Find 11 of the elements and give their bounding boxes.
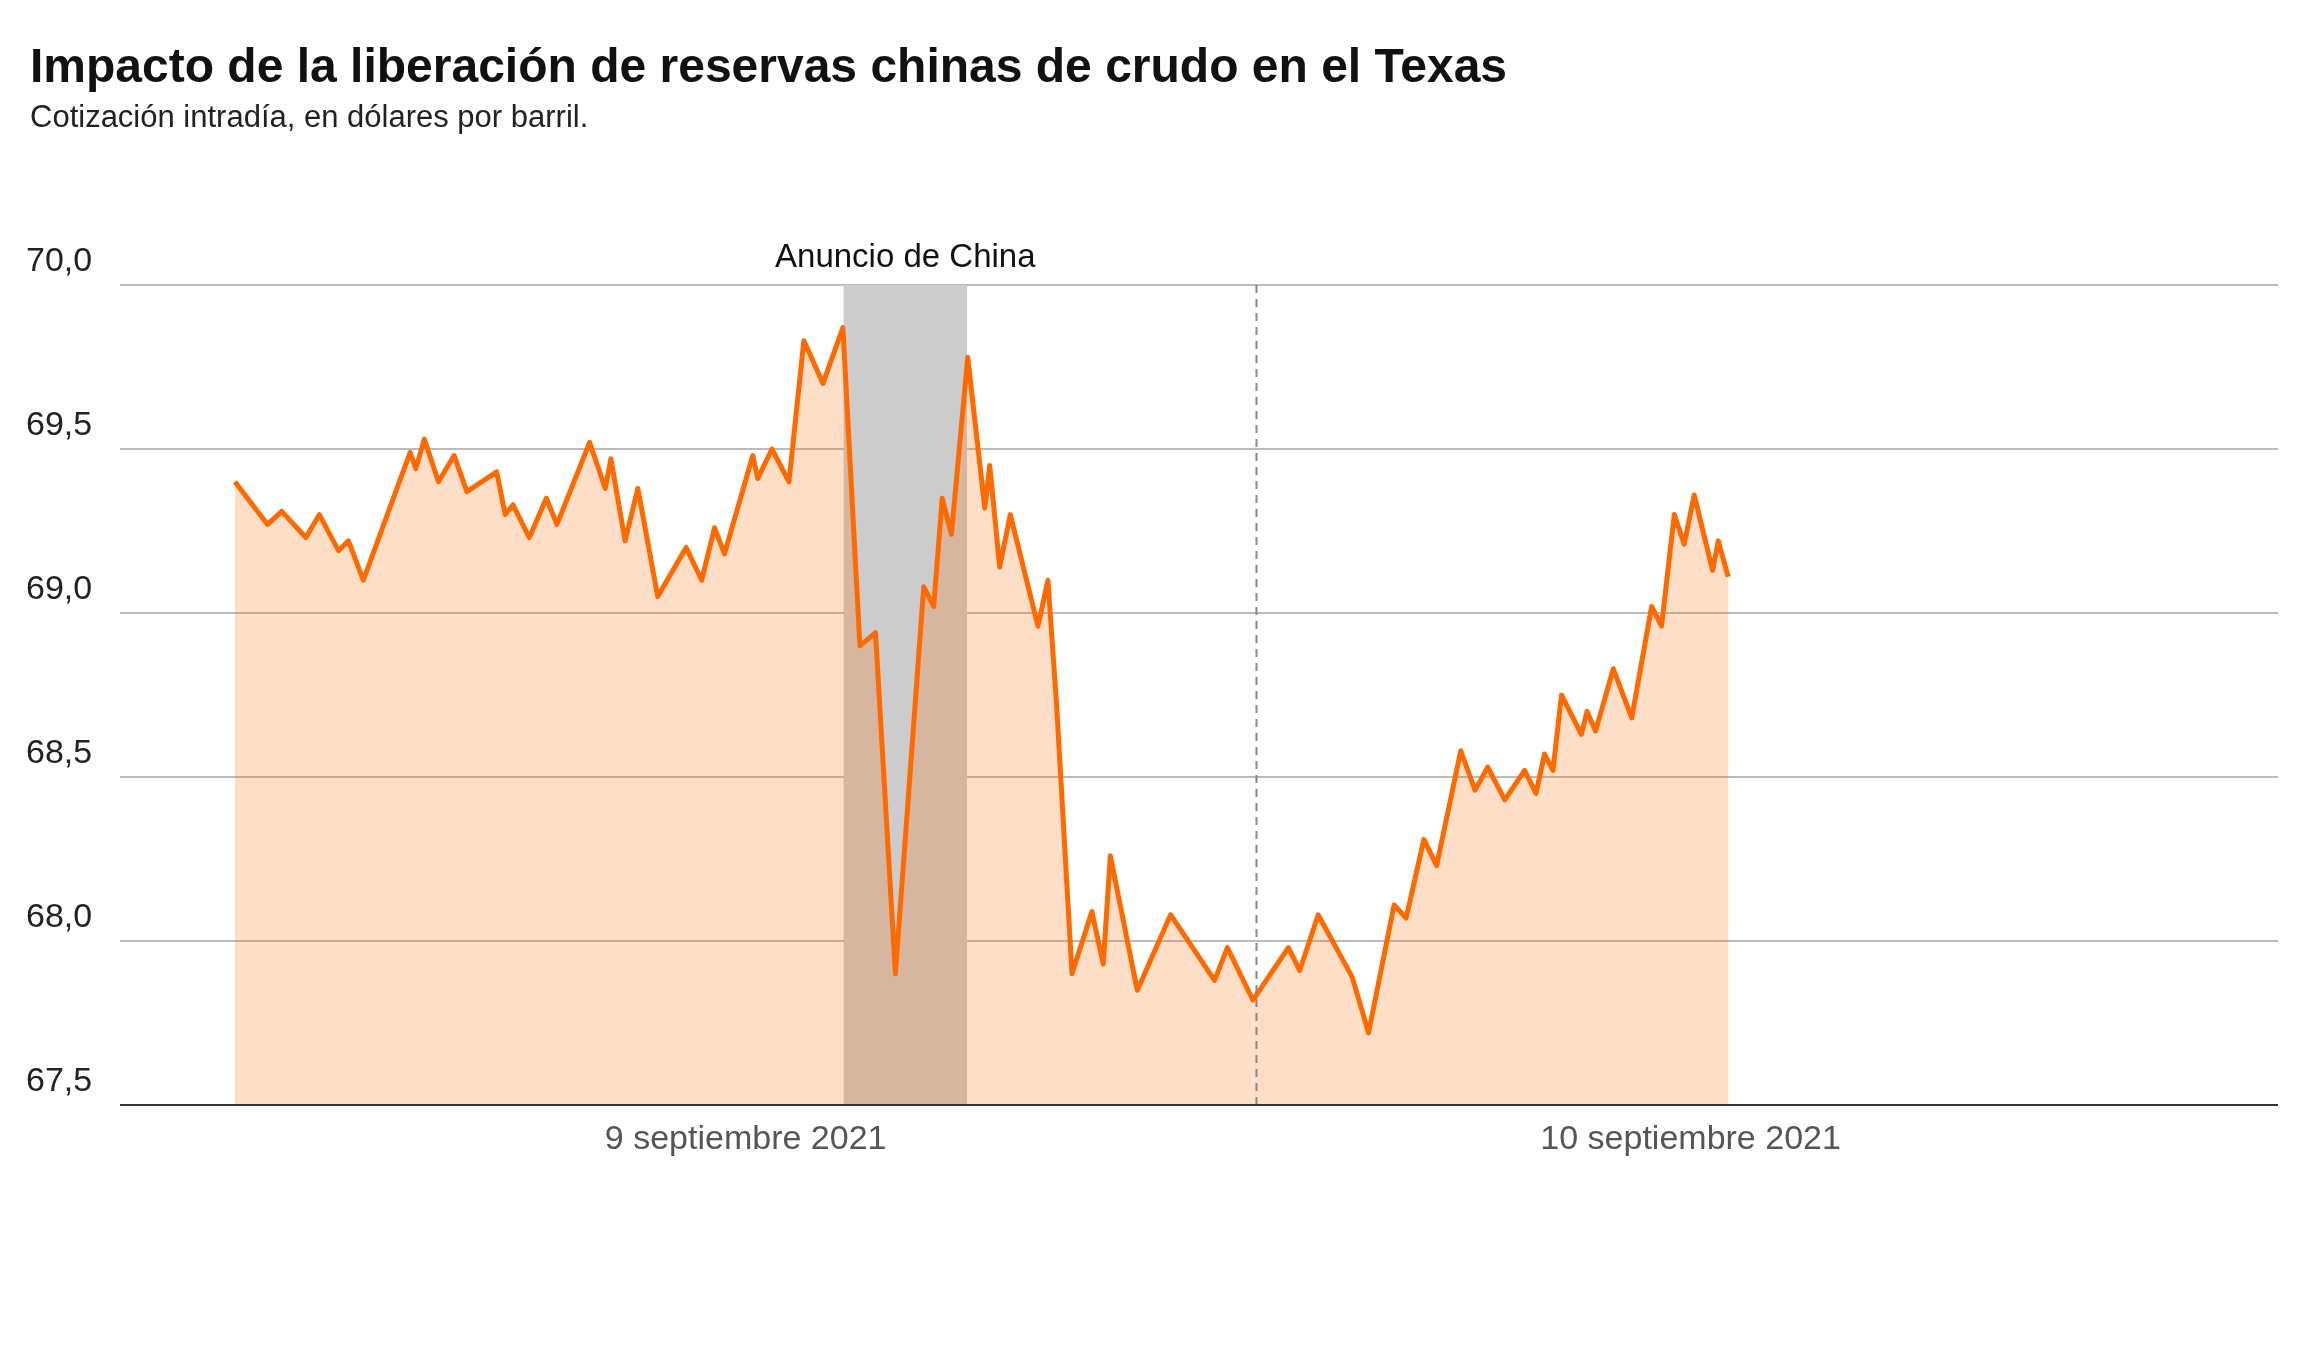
band-label: Anuncio de China — [775, 237, 1037, 274]
x-tick-label: 9 septiembre 2021 — [604, 1118, 887, 1157]
chart-title: Impacto de la liberación de reservas chinas de crudo en el Texas — [29, 38, 1509, 94]
y-tick-label: 69,5 — [26, 404, 93, 442]
y-tick-label: 70,0 — [26, 240, 93, 278]
y-tick-label: 69,0 — [26, 568, 93, 606]
y-tick-label: 68,5 — [26, 732, 93, 770]
x-tick-label: 10 septiembre 2021 — [1540, 1118, 1841, 1157]
y-tick-label: 68,0 — [26, 896, 93, 934]
y-tick-label: 67,5 — [26, 1060, 93, 1098]
chart-subtitle: Cotización intradía, en dólares por barril. — [29, 99, 590, 135]
